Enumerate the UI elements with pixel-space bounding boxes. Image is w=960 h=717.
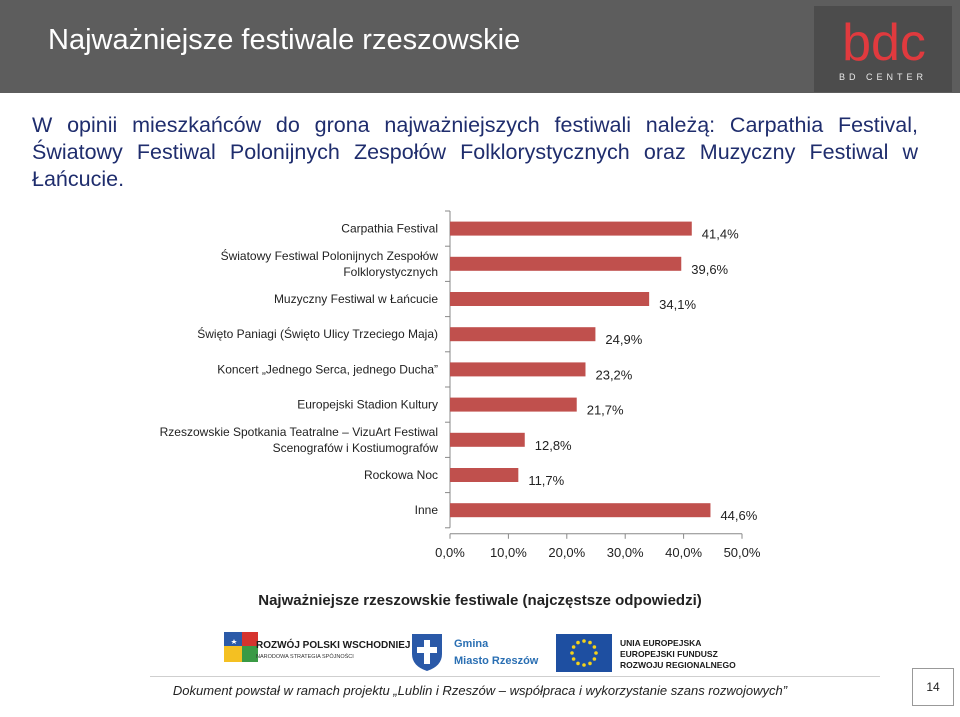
chart-title: Najważniejsze rzeszowskie festiwale (naj… [258,592,702,609]
category-label: Muzyczny Festiwal w Łańcucie [274,292,438,306]
rpw-logo-line1: ROZWÓJ POLSKI WSCHODNIEJ [256,640,411,651]
eu-logo-line2: EUROPEJSKI FUNDUSZ [620,649,718,659]
eu-star [576,661,580,666]
eu-star [576,640,580,645]
bar [450,221,692,236]
eu-star [594,651,598,655]
category-label: Europejski Stadion Kultury [297,398,438,412]
bar [450,327,596,342]
category-label-line: Muzyczny Festiwal w Łańcucie [274,292,438,306]
category-label: Światowy Festiwal Polonijnych Zespołów Fo… [221,248,439,279]
category-label-line: Carpathia Festival [341,222,438,236]
category-label: Carpathia Festival [341,222,438,236]
footer-divider [150,676,880,677]
x-tick-label: 10,0% [490,545,527,560]
category-label: Inne [415,503,439,517]
category-label: Święto Paniagi (Święto Ulicy Trzeciego M… [197,326,438,341]
intro-paragraph: W opinii mieszkańców do grona najważniej… [32,113,918,191]
value-label: 41,4% [702,227,739,242]
eu-logo-line3: ROZWOJU REGIONALNEGO [620,660,736,670]
eu-star [592,657,597,661]
bar [450,397,577,412]
eu-star [571,645,576,649]
category-label-line: Rockowa Noc [364,468,438,482]
bar [450,256,682,271]
value-label: 21,7% [587,403,624,418]
gmina-logo-line2: Miasto Rzeszów [454,655,539,667]
category-label-line: Europejski Stadion Kultury [297,398,438,412]
gmina-logo-line1: Gmina [454,638,489,650]
footer-note: Dokument powstał w ramach projektu „Lubl… [172,683,788,698]
header-bar: Najważniejsze festiwale rzeszowskie bdc … [0,0,960,93]
eu-star [582,663,586,667]
bar [450,362,586,377]
value-label: 24,9% [605,332,642,347]
rzeszow-coat-of-arms-icon [410,632,444,677]
eu-star [588,661,592,666]
eu-flag-icon [556,634,612,677]
category-label: Rzeszowskie Spotkania Teatralne – VizuAr… [160,425,439,455]
bar [450,292,650,306]
category-label-line: Koncert „Jednego Serca, jednego Ducha” [217,362,438,376]
x-tick-label: 40,0% [665,545,702,560]
bar-chart: Carpathia Festival 41,4% Światowy Festiwal… [160,210,761,560]
page-number: 14 [912,668,954,706]
category-label-line: Folklorystycznych [343,265,438,279]
eu-logo-line1: UNIA EUROPEJSKA [620,638,702,648]
x-tick-label: 50,0% [724,545,761,560]
value-label: 39,6% [691,262,728,277]
rpw-emblem-icon [224,632,258,662]
bdc-logo-letters: bdc [842,16,926,68]
eu-star [582,639,586,643]
bdc-logo-mark: bdc [842,16,926,68]
page-title: Najważniejsze festiwale rzeszowskie [48,24,521,56]
eu-star [592,645,597,649]
bar [450,432,525,447]
value-label: 34,1% [659,297,696,312]
bar [450,503,711,518]
bdc-logo-subtitle: BD CENTER [838,72,927,82]
value-label: 44,6% [720,508,757,523]
x-tick-label: 20,0% [548,545,585,560]
eu-star [571,657,576,661]
category-label-line: Święto Paniagi (Święto Ulicy Trzeciego M… [197,326,438,341]
eu-star [570,651,574,655]
category-label: Rockowa Noc [364,468,438,482]
category-label-line: Scenografów i Kostiumografów [273,441,439,455]
bar [450,468,519,482]
category-label-line: Światowy Festiwal Polonijnych Zespołów [221,248,439,263]
value-label: 11,7% [528,473,564,488]
value-label: 23,2% [595,367,632,382]
rozwoj-polski-wschodniej-logo [222,628,262,673]
rpw-logo-line2: NARODOWA STRATEGIA SPÓJNOŚCI [256,654,354,660]
value-label: 12,8% [535,438,572,453]
x-tick-label: 30,0% [607,545,644,560]
bdc-logo: bdc BD CENTER [814,6,952,92]
x-tick-label: 0,0% [435,545,465,560]
category-label-line: Rzeszowskie Spotkania Teatralne – VizuAr… [160,425,438,439]
eu-star [588,640,592,645]
category-label: Koncert „Jednego Serca, jednego Ducha” [217,362,438,376]
category-label-line: Inne [415,503,439,517]
